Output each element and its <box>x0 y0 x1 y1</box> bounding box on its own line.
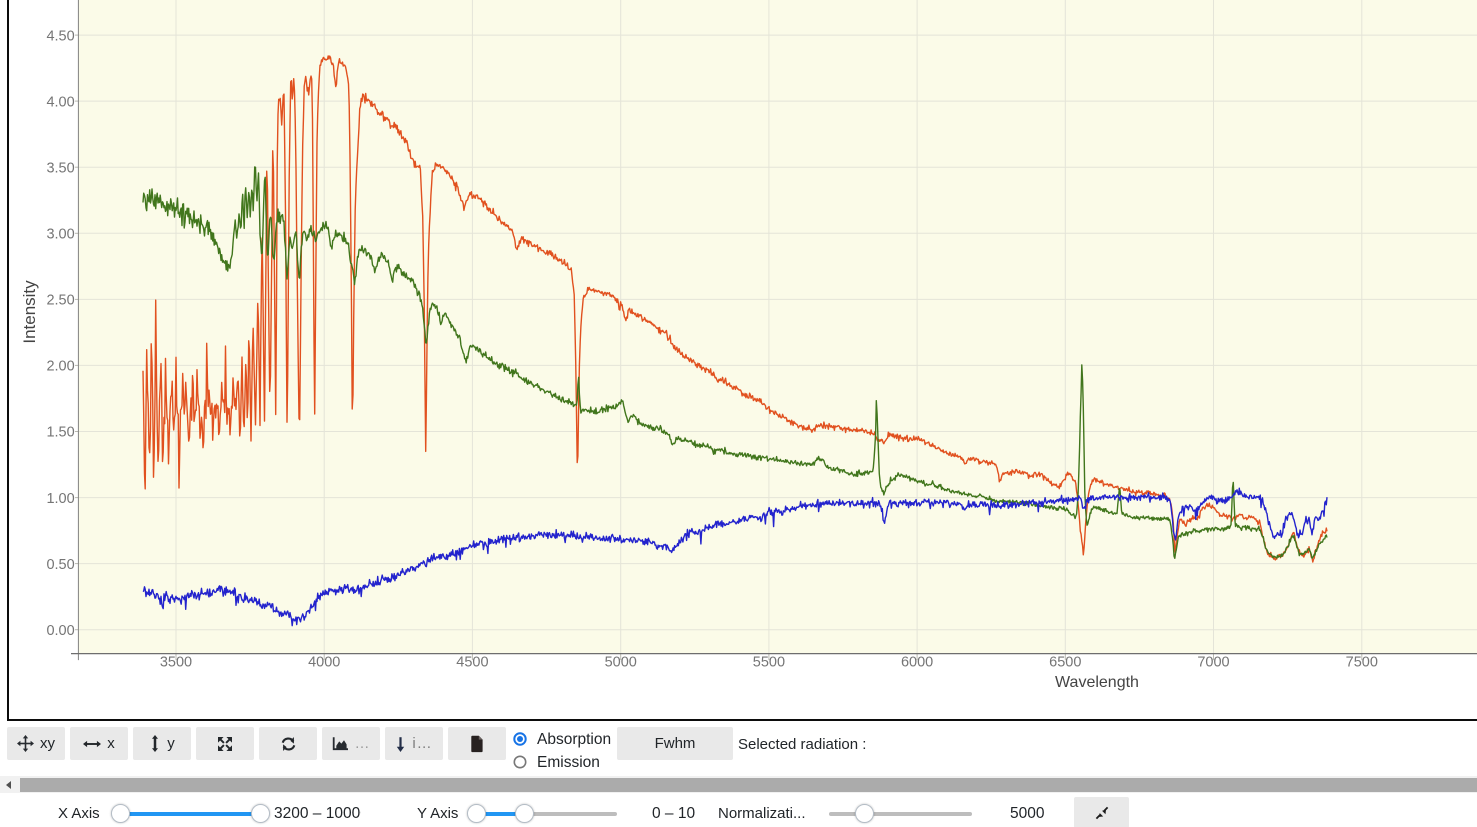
svg-text:2.00: 2.00 <box>46 359 74 375</box>
svg-text:1.50: 1.50 <box>46 425 74 441</box>
svg-text:3.50: 3.50 <box>46 160 74 176</box>
svg-text:2.50: 2.50 <box>46 293 74 309</box>
svg-text:6000: 6000 <box>901 655 933 671</box>
svg-text:5500: 5500 <box>753 655 785 671</box>
svg-text:0.00: 0.00 <box>46 623 74 639</box>
svg-text:6500: 6500 <box>1049 655 1081 671</box>
svg-text:3500: 3500 <box>160 655 192 671</box>
svg-text:7500: 7500 <box>1346 655 1378 671</box>
svg-text:4000: 4000 <box>308 655 340 671</box>
svg-text:5000: 5000 <box>605 655 637 671</box>
svg-text:7000: 7000 <box>1197 655 1229 671</box>
svg-text:Intensity: Intensity <box>20 280 39 344</box>
svg-text:3.00: 3.00 <box>46 227 74 243</box>
svg-text:Wavelength: Wavelength <box>1055 674 1139 691</box>
svg-text:4.00: 4.00 <box>46 94 74 110</box>
svg-text:1.00: 1.00 <box>46 491 74 507</box>
svg-text:0.50: 0.50 <box>46 557 74 573</box>
svg-text:4.50: 4.50 <box>46 28 74 44</box>
svg-text:4500: 4500 <box>456 655 488 671</box>
